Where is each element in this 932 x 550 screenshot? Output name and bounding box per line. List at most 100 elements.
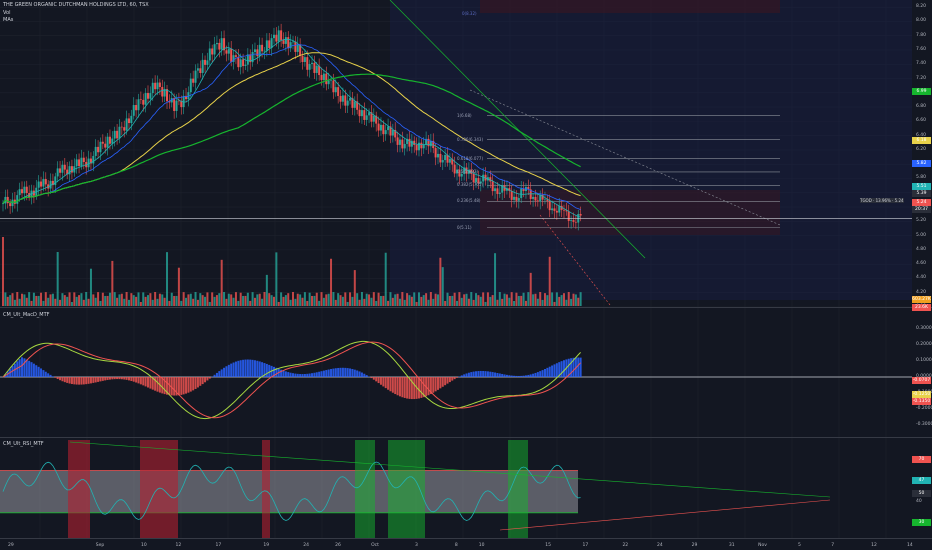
volume-bar — [163, 297, 166, 306]
candle-body — [25, 186, 28, 194]
candle-body — [270, 38, 273, 49]
volume-bar — [292, 292, 294, 306]
price-tick-label: 7.80 — [916, 32, 927, 38]
macd-histogram-bar — [21, 357, 24, 377]
volume-bar — [453, 292, 456, 306]
volume-bar — [539, 292, 542, 306]
macd-histogram-bar — [116, 377, 119, 380]
macd-label[interactable]: CM_Ult_MacD_MTF — [3, 312, 50, 318]
price-tick-label: 6.60 — [916, 118, 927, 124]
macd-histogram-bar — [479, 370, 482, 377]
volume-bar — [70, 301, 73, 306]
macd-histogram-bar — [265, 363, 268, 377]
volume-bar — [420, 296, 423, 306]
macd-histogram-bar — [558, 362, 561, 377]
macd-histogram-bar — [410, 377, 413, 400]
macd-histogram-bar — [508, 375, 511, 377]
macd-histogram-bar — [218, 371, 221, 377]
candle-body — [118, 126, 121, 139]
volume-bar — [47, 297, 50, 306]
candle-body — [296, 44, 299, 52]
blue-zone — [390, 0, 912, 300]
macd-histogram-bar — [32, 363, 35, 377]
volume-bar — [565, 299, 568, 306]
macd-histogram-bar — [104, 377, 107, 381]
candle-body — [308, 63, 311, 70]
red-zone-bottom — [480, 190, 780, 235]
pane-divider[interactable] — [0, 307, 932, 308]
fib-level-label: 1(6.68) — [457, 112, 472, 118]
candle-body — [82, 157, 85, 163]
volume-bar — [199, 293, 202, 306]
macd-histogram-bar — [389, 377, 392, 392]
candle-body — [334, 87, 337, 93]
fib-level-label: 0.5(5.892) — [457, 168, 478, 174]
volume-bar — [496, 299, 499, 306]
rsi-oversold-zone — [388, 440, 425, 538]
volume-bar — [322, 297, 325, 306]
volume-bar — [505, 294, 508, 306]
macd-histogram-bar — [370, 377, 373, 379]
macd-histogram-bar — [261, 362, 264, 377]
volume-bar — [451, 295, 454, 306]
time-tick-label: Oct — [371, 543, 379, 548]
macd-histogram-bar — [562, 360, 565, 377]
rsi-tag: 70 — [912, 456, 931, 463]
volume-bar — [572, 293, 575, 306]
price-tick-label: 6.40 — [916, 132, 927, 138]
volume-bar — [503, 293, 506, 306]
ma-label[interactable]: MAs — [3, 17, 14, 23]
volume-bar — [484, 301, 487, 306]
macd-histogram-bar — [356, 370, 359, 377]
volume-bar — [318, 300, 321, 306]
red-zone-top — [480, 0, 780, 13]
candle-body — [142, 99, 145, 105]
macd-histogram-bar — [239, 360, 242, 377]
volume-bar — [375, 300, 378, 306]
macd-tag: -0.1350 — [912, 398, 931, 405]
volume-bar — [244, 295, 247, 306]
time-tick-label: Nov — [758, 543, 767, 548]
volume-bar — [287, 293, 290, 306]
macd-histogram-bar — [111, 377, 114, 380]
macd-histogram-bar — [532, 373, 535, 377]
rsi-overbought-zone — [140, 440, 178, 538]
volume-bar — [87, 298, 90, 306]
vol-label[interactable]: Vol — [3, 10, 11, 16]
volume-bar — [384, 252, 387, 306]
volume-bar — [139, 301, 142, 306]
price-tick-label: 4.80 — [916, 246, 927, 252]
volume-bar — [365, 293, 368, 306]
macd-histogram-bar — [539, 371, 542, 377]
pane-divider[interactable] — [0, 437, 932, 438]
volume-bar — [356, 293, 359, 306]
macd-histogram-bar — [132, 377, 135, 382]
volume-bar — [425, 293, 428, 306]
candle-body — [251, 52, 254, 63]
macd-histogram-bar — [94, 377, 97, 383]
candle-body — [567, 211, 570, 221]
candle-body — [318, 65, 321, 76]
volume-bar — [486, 292, 489, 306]
candle-body — [517, 198, 520, 201]
macd-histogram-bar — [227, 364, 230, 377]
volume-bar — [475, 293, 478, 306]
time-tick-label: Sep — [95, 543, 105, 548]
rsi-overbought-zone — [68, 440, 90, 538]
macd-histogram-bar — [30, 362, 33, 377]
volume-bar — [277, 301, 280, 306]
volume-bar — [268, 293, 271, 306]
rsi-label[interactable]: CM_Ult_RSI_MTF — [3, 441, 44, 447]
macd-histogram-bar — [185, 377, 188, 394]
macd-histogram-bar — [42, 370, 45, 377]
candle-body — [551, 208, 554, 211]
volume-bar — [299, 294, 302, 306]
candle-body — [284, 37, 287, 44]
macd-histogram-bar — [258, 361, 261, 377]
candle-body — [6, 196, 9, 204]
macd-histogram-bar — [123, 377, 126, 380]
candle-body — [475, 178, 478, 183]
candle-body — [127, 118, 130, 124]
volume-bar — [168, 300, 171, 306]
macd-histogram-bar — [232, 362, 235, 377]
